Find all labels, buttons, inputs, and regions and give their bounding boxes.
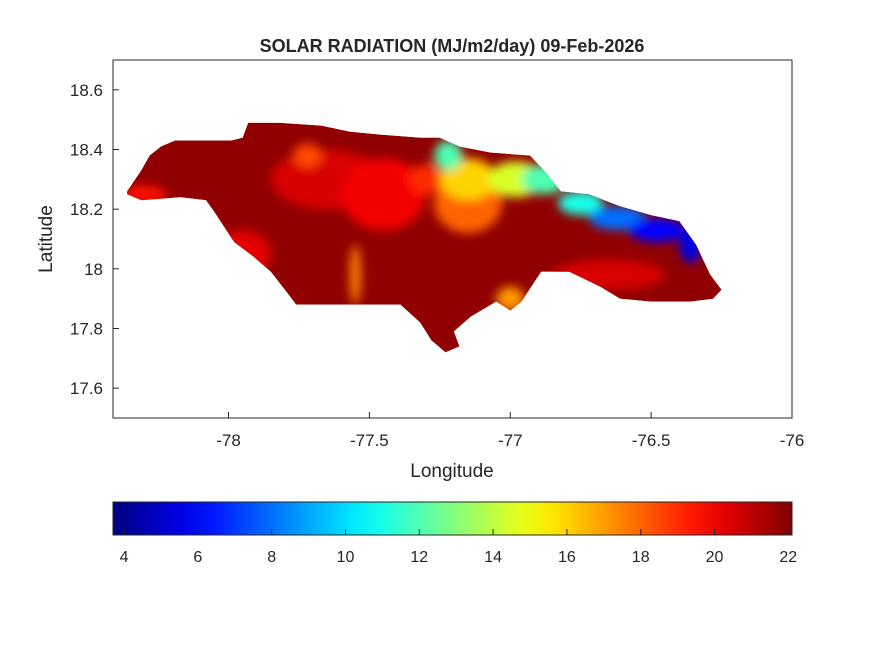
field-blob [521, 164, 567, 195]
field-blob [127, 185, 167, 204]
island-base-fill [127, 122, 722, 353]
field-blob [558, 191, 604, 216]
x-axis-label: Longitude [410, 461, 493, 482]
y-tick-label: 18.6 [70, 81, 103, 100]
x-tick-label: -77 [498, 431, 523, 450]
y-tick-label: 18.4 [70, 141, 103, 160]
x-tick-label: -77.5 [350, 431, 389, 450]
y-tick-label: 17.8 [70, 320, 103, 339]
x-tick-label: -76.5 [632, 431, 671, 450]
y-tick-label: 18.2 [70, 200, 103, 219]
colorbar-tick-label: 16 [558, 549, 576, 566]
field-blob [214, 230, 271, 278]
field-blob [589, 206, 646, 231]
plot-axes-box [112, 59, 793, 419]
field-blob [552, 259, 666, 290]
y-axis-label: Latitude [36, 205, 57, 273]
field-blob [496, 286, 525, 311]
field-blob [341, 158, 426, 231]
y-tick-label: 18 [84, 260, 103, 279]
colorbar-tick-label: 6 [193, 549, 202, 566]
colorbar [112, 501, 793, 536]
field-blob [293, 143, 322, 168]
colorbar-tick-label: 14 [484, 549, 502, 566]
field-blob [679, 227, 702, 263]
colorbar-tick-label: 22 [779, 549, 797, 566]
chart-title: SOLAR RADIATION (MJ/m2/day) 09-Feb-2026 [260, 36, 645, 56]
x-tick-label: -76 [780, 431, 805, 450]
colorbar-tick-label: 4 [120, 549, 129, 566]
x-tick-label: -78 [216, 431, 241, 450]
colorbar-tick-label: 18 [632, 549, 650, 566]
field-blob [349, 244, 361, 305]
colorbar-tick-label: 10 [337, 549, 355, 566]
field-blob [408, 164, 443, 195]
colorbar-tick-label: 20 [706, 549, 724, 566]
radiation-field [127, 122, 722, 353]
y-tick-label: 17.6 [70, 379, 103, 398]
colorbar-tick-label: 12 [410, 549, 428, 566]
field-blob [434, 140, 463, 171]
field-blob [628, 218, 685, 242]
colorbar-tick-label: 8 [267, 549, 276, 566]
